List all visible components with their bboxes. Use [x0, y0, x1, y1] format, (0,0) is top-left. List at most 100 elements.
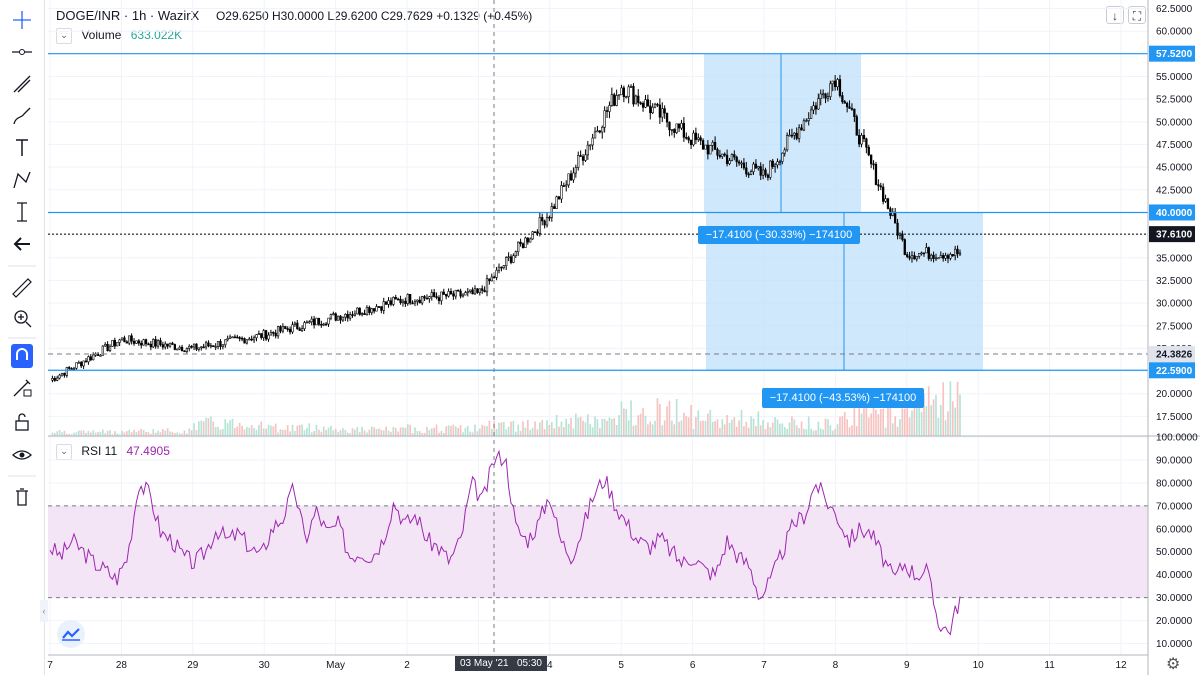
- candle-body: [533, 231, 537, 234]
- volume-bar: [222, 429, 224, 436]
- crosshair-time-label: 03 May '21 05:30: [455, 656, 547, 671]
- candle-body: [908, 256, 911, 259]
- candle-body: [723, 153, 726, 156]
- candle-body: [601, 126, 604, 133]
- trash-icon[interactable]: [16, 488, 28, 506]
- candle-body: [682, 122, 686, 138]
- candle-body: [269, 331, 273, 336]
- candle-body: [303, 322, 306, 329]
- volume-bar: [543, 429, 546, 436]
- candle-body: [236, 336, 239, 339]
- axis-labels: 7282930May2345678910111262.500060.000057…: [47, 4, 1198, 671]
- eye-icon[interactable]: [12, 450, 32, 460]
- settings-gear-icon[interactable]: ⚙: [1166, 656, 1181, 673]
- candle-body: [725, 154, 729, 165]
- measure-label-1[interactable]: −17.4100 (−30.33%) −174100: [698, 226, 860, 244]
- collapse-legend-button[interactable]: ⌄: [56, 28, 72, 44]
- volume-bar: [529, 429, 532, 436]
- magnet-icon[interactable]: [11, 344, 33, 368]
- candle-body: [783, 149, 786, 154]
- volume-bar: [536, 429, 539, 436]
- measure-tools-icon[interactable]: [17, 202, 27, 222]
- volume-bar: [769, 427, 772, 436]
- volume-bar: [147, 432, 150, 436]
- candle-body: [848, 106, 851, 109]
- fullscreen-button[interactable]: ⛶: [1128, 6, 1146, 24]
- measure-label-2[interactable]: −17.4100 (−43.53%) −174100: [762, 388, 924, 408]
- volume-bar: [589, 424, 592, 436]
- candle-body: [615, 95, 618, 106]
- unlock-icon[interactable]: [15, 413, 29, 431]
- scale-down-button[interactable]: ↓: [1106, 6, 1124, 24]
- volume-bar: [925, 405, 928, 436]
- pattern-icon[interactable]: [13, 171, 31, 189]
- volume-bar: [327, 427, 330, 436]
- drawing-toolbar: [0, 0, 45, 675]
- candle-body: [68, 367, 71, 369]
- measure-boxes[interactable]: [704, 53, 983, 371]
- volume-bar: [270, 425, 272, 436]
- candle-body: [226, 338, 229, 341]
- volume-bar: [373, 427, 375, 436]
- volume-bar: [459, 425, 462, 436]
- volume-bar: [738, 420, 740, 436]
- volume-bar: [752, 418, 755, 436]
- ruler-icon[interactable]: [12, 278, 32, 298]
- volume-bar: [121, 430, 123, 436]
- volume-bar: [426, 427, 428, 436]
- collapse-side-button[interactable]: ‹: [40, 600, 48, 622]
- candle-body: [353, 313, 357, 316]
- volume-bar: [584, 422, 587, 436]
- price-axis-badge: [1149, 204, 1195, 221]
- volume-bar: [224, 419, 227, 436]
- symbol-title[interactable]: DOGE/INR · 1h · WazirX: [56, 8, 200, 23]
- close-value: C29.7629: [380, 9, 433, 23]
- volume-bar: [248, 427, 251, 436]
- candle-body: [716, 149, 719, 156]
- volume-bar: [394, 427, 397, 436]
- back-arrow-icon[interactable]: [13, 237, 30, 251]
- volume-bar: [284, 429, 287, 436]
- volume-bar: [574, 413, 577, 436]
- trend-lines-icon[interactable]: [13, 75, 31, 93]
- volume-bar: [714, 421, 716, 436]
- volume-bar: [654, 420, 656, 436]
- horizontal-line-icon[interactable]: [12, 49, 32, 55]
- horizontal-lines[interactable]: [48, 53, 1148, 371]
- text-icon[interactable]: [16, 139, 28, 156]
- zoom-in-icon[interactable]: [14, 310, 32, 328]
- volume-bar: [911, 410, 913, 436]
- rsi-collapse-button[interactable]: ⌄: [56, 444, 72, 460]
- volume-bar: [711, 421, 714, 436]
- candle-body: [512, 255, 515, 263]
- price-axis-badge: [1149, 226, 1195, 243]
- tradingview-logo[interactable]: [57, 620, 85, 648]
- candle-body: [586, 144, 589, 156]
- volume-bar: [133, 429, 135, 436]
- volume-bar: [699, 421, 702, 436]
- time-tick-label: 8: [833, 660, 839, 671]
- volume-bar: [106, 430, 109, 436]
- volume-bar: [267, 424, 270, 436]
- volume-bar: [810, 428, 812, 436]
- candle-body: [60, 372, 64, 376]
- volume-bar: [495, 428, 498, 436]
- candle-body: [704, 144, 707, 150]
- volume-bar: [157, 430, 159, 436]
- volume-bar: [253, 427, 255, 436]
- candle-body: [293, 322, 297, 326]
- volume-bar: [382, 430, 385, 436]
- volume-bar: [596, 419, 599, 436]
- candle-body: [793, 132, 796, 136]
- price-tick-label: 22.5000: [1156, 367, 1193, 378]
- volume-bar: [550, 421, 553, 436]
- candle-body: [166, 343, 169, 347]
- candle-body: [192, 343, 196, 348]
- lock-drawing-icon[interactable]: [13, 379, 32, 397]
- volume-bar: [154, 432, 157, 436]
- time-tick-label: 2: [404, 660, 410, 671]
- crosshair-icon[interactable]: [13, 11, 31, 29]
- volume-bar: [217, 426, 219, 436]
- brush-icon[interactable]: [13, 107, 31, 125]
